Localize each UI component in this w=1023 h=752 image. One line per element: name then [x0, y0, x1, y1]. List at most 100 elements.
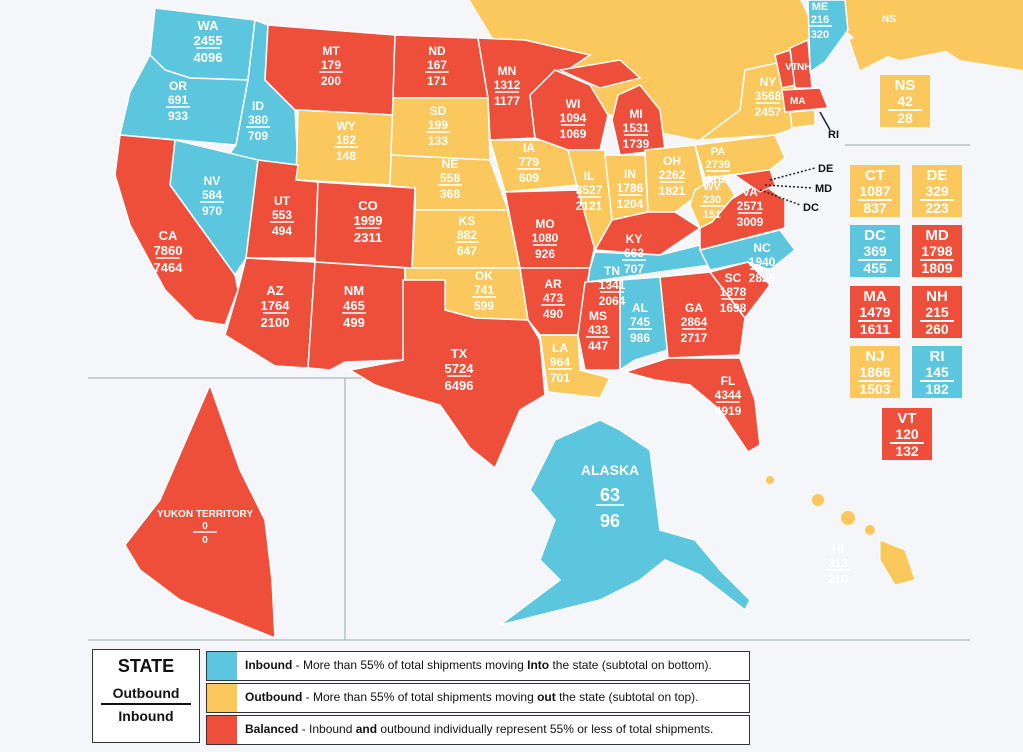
legend-key: STATE Outbound Inbound [92, 649, 200, 743]
state-inbound-il: 2121 [576, 199, 603, 213]
legend-swatch-outbound [207, 684, 237, 712]
state-outbound-ms: 433 [588, 323, 608, 337]
state-tx[interactable] [347, 279, 546, 470]
state-label-ny: NY [760, 75, 777, 89]
state-inbound-al: 986 [630, 331, 650, 345]
side-box-ma-abbr: MA [863, 288, 887, 305]
state-inbound-ga: 2717 [681, 331, 708, 345]
state-label-wv: WV [703, 181, 721, 193]
state-label-ar: AR [544, 277, 562, 291]
legend-swatch-balanced [207, 716, 237, 744]
side-box-nj-top: 1866 [858, 364, 892, 382]
state-inbound-fl: 4919 [715, 404, 742, 418]
side-box-ri-bottom: 182 [925, 381, 949, 397]
side-box-ct-top: 1087 [858, 183, 892, 201]
state-inbound-sd: 133 [428, 134, 448, 148]
state-outbound-id: 380 [248, 113, 268, 127]
state-outbound-va: 2571 [737, 199, 764, 213]
state-inbound-me: 320 [811, 29, 829, 41]
side-box-de-abbr: DE [926, 167, 948, 184]
state-inbound-oh: 1821 [659, 184, 686, 198]
state-outbound-il: 3527 [576, 183, 603, 197]
side-box-vt-abbr: VT [897, 410, 917, 427]
state-inbound-ut: 494 [272, 224, 292, 238]
legend-text-balanced: Balanced - Inbound and outbound individu… [245, 722, 714, 736]
state-outbound-ks: 882 [457, 228, 477, 242]
state-label-or: OR [169, 79, 187, 93]
legend-text-inbound: Inbound - More than 55% of total shipmen… [245, 658, 712, 672]
state-label-tx: TX [451, 346, 468, 361]
state-ga[interactable] [659, 271, 746, 359]
state-ak[interactable] [499, 419, 751, 626]
callout-dc [759, 189, 801, 206]
state-outbound-nd: 167 [427, 58, 447, 72]
state-outbound-al: 745 [630, 315, 650, 329]
legend-text-outbound: Outbound - More than 55% of total shipme… [245, 690, 699, 704]
side-box-ct-bottom: 837 [863, 200, 887, 216]
state-al[interactable] [619, 276, 669, 372]
state-inbound-ak: 96 [600, 511, 620, 531]
state-fl[interactable] [622, 357, 761, 454]
state-ms[interactable] [577, 279, 621, 371]
label-ns-map: NS [882, 14, 896, 25]
state-label-nv: NV [204, 174, 221, 188]
state-label-id: ID [252, 99, 264, 113]
state-label-mt: MT [322, 44, 340, 58]
state-outbound-ca: 7860 [154, 243, 183, 258]
state-outbound-ga: 2864 [681, 315, 708, 329]
legend-key-outbound: Outbound [101, 685, 191, 705]
state-inbound-pa: 2162 [706, 174, 730, 186]
state-inbound-ar: 490 [543, 307, 563, 321]
state-hi[interactable] [879, 539, 916, 586]
state-label-sc: SC [725, 271, 742, 285]
side-box-nj-abbr: NJ [865, 348, 885, 365]
state-outbound-ia: 779 [519, 155, 539, 169]
state-outbound-ny: 3568 [755, 89, 782, 103]
state-inbound-wy: 148 [336, 149, 356, 163]
legend-key-inbound: Inbound [118, 708, 174, 724]
state-outbound-tx: 5724 [445, 361, 475, 376]
side-box-ns-abbr: NS [894, 77, 916, 94]
state-oh[interactable] [644, 144, 706, 213]
side-box-md: MD 1798 1809 [912, 225, 962, 277]
state-outbound-az: 1764 [261, 298, 291, 313]
state-label-ca: CA [159, 228, 178, 243]
state-outbound-oh: 2262 [659, 168, 686, 182]
state-inbound-wa: 4096 [194, 50, 223, 65]
state-label-nd: ND [428, 44, 446, 58]
state-label-nm: NM [344, 283, 364, 298]
state-me[interactable] [807, 0, 849, 74]
state-outbound-sc: 1878 [720, 285, 747, 299]
state-label-al: AL [632, 301, 648, 315]
state-outbound-la: 964 [550, 355, 570, 369]
state-outbound-pa: 2739 [706, 159, 730, 171]
state-outbound-co: 1999 [354, 213, 383, 228]
state-outbound-wi: 1094 [560, 111, 587, 125]
side-box-nh-abbr: NH [926, 288, 948, 305]
state-outbound-ak: 63 [600, 485, 620, 505]
hi-island-4 [766, 476, 774, 484]
hi-island-3 [865, 525, 875, 535]
state-inbound-ks: 647 [457, 244, 477, 258]
legend-rows: Inbound - More than 55% of total shipmen… [206, 651, 750, 747]
state-inbound-ia: 609 [519, 171, 539, 185]
legend-row-outbound: Outbound - More than 55% of total shipme… [206, 683, 750, 713]
state-mo[interactable] [504, 189, 596, 269]
state-ca[interactable] [114, 134, 239, 326]
state-label-co: CO [358, 198, 378, 213]
state-pa[interactable] [694, 134, 786, 179]
state-label-me: ME [812, 1, 829, 13]
state-label-ky: KY [626, 232, 643, 246]
state-label-la: LA [552, 341, 568, 355]
legend-row-balanced: Balanced - Inbound and outbound individu… [206, 715, 750, 745]
side-box-de: DE 329 223 [912, 165, 962, 217]
yukon-territory[interactable] [124, 382, 276, 640]
state-label-ok: OK [475, 269, 493, 283]
state-label-in: IN [624, 167, 636, 181]
state-inbound-in: 1204 [617, 197, 644, 211]
state-wi[interactable] [529, 69, 609, 151]
state-outbound-mn: 1312 [494, 78, 521, 92]
state-outbound-ok: 741 [474, 283, 494, 297]
legend-key-title: STATE [117, 656, 175, 676]
